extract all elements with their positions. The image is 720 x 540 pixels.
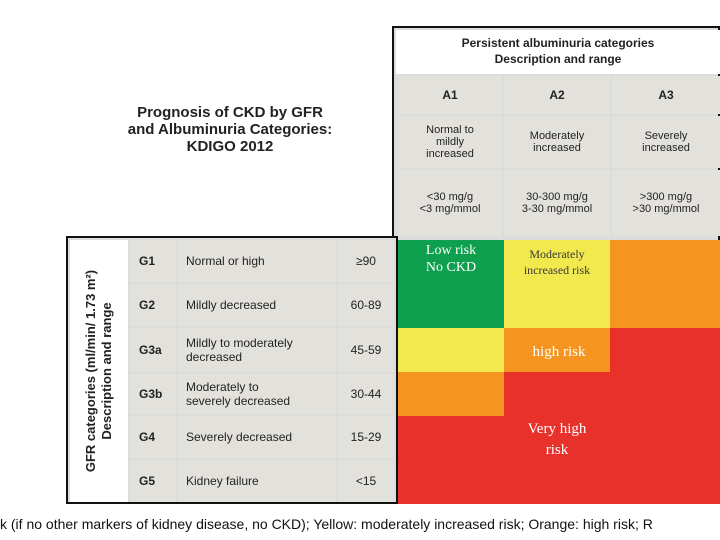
range-a1-line-1: <30 mg/g	[426, 191, 474, 203]
title-line-3: KDIGO 2012	[186, 138, 274, 155]
albuminuria-desc-a1: Normal to mildly increased	[398, 116, 502, 168]
albuminuria-code-a1: A1	[398, 76, 502, 114]
gfr-code-g5: G5	[130, 460, 176, 502]
gfr-desc-g3a: Mildly to moderately decreased	[178, 328, 336, 372]
range-a2-line-1: 30-300 mg/g	[526, 191, 588, 203]
low-risk-line-2: No CKD	[425, 260, 477, 275]
very-high-risk-line-1: Very high	[527, 421, 587, 437]
gfr-desc-g5: Kidney failure	[178, 460, 336, 502]
gfr-range-g3b: 30-44	[338, 374, 394, 414]
risk-cell	[398, 372, 504, 416]
gfr-desc-g4: Severely decreased	[178, 416, 336, 458]
moderate-risk-line-2: increased risk	[523, 263, 591, 277]
gfr-axis-line-2: Description and range	[99, 302, 114, 440]
gfr-range-g3a: 45-59	[338, 328, 394, 372]
gfr-axis-label: GFR categories (ml/min/ 1.73 m²) Descrip…	[83, 241, 115, 501]
albuminuria-title-line-2: Description and range	[494, 52, 622, 66]
desc-a2-line-1: Moderately	[529, 130, 585, 142]
risk-cell	[504, 284, 610, 328]
moderate-risk-label: Moderately increased risk	[504, 246, 610, 278]
risk-cell	[398, 328, 504, 372]
gfr-range-g4: 15-29	[338, 416, 394, 458]
gfr-desc-g3b: Moderately to severely decreased	[178, 374, 336, 414]
very-high-risk-label: Very high risk	[504, 419, 610, 461]
gfr-axis-line-1: GFR categories (ml/min/ 1.73 m²)	[83, 269, 98, 473]
risk-cell	[610, 328, 720, 372]
gfr-axis-label-box	[70, 240, 128, 502]
risk-cell	[504, 460, 610, 504]
risk-cell	[610, 240, 720, 284]
risk-cell	[398, 284, 504, 328]
albuminuria-header-title: Persistent albuminuria categories Descri…	[396, 30, 720, 74]
desc-a3-line-2: increased	[642, 142, 690, 154]
desc-g1-line-1: Normal or high	[186, 254, 265, 268]
high-risk-label: high risk	[532, 344, 586, 360]
risk-cell	[610, 416, 720, 460]
title-line-2: and Albuminuria Categories:	[127, 121, 333, 138]
albuminuria-desc-a3: Severely increased	[612, 116, 720, 168]
gfr-code-g3b: G3b	[130, 374, 176, 414]
range-a1-line-2: <3 mg/mmol	[419, 203, 481, 215]
desc-a3-line-1: Severely	[644, 130, 688, 142]
albuminuria-code-a2: A2	[504, 76, 610, 114]
desc-a2-line-2: increased	[533, 142, 581, 154]
range-a2-line-2: 3-30 mg/mmol	[521, 203, 593, 215]
very-high-risk-line-2: risk	[545, 442, 569, 458]
low-risk-label: Low risk No CKD	[398, 242, 504, 276]
desc-g3b-line-2: severely decreased	[186, 394, 291, 408]
desc-a1-line-2: mildly	[435, 136, 465, 148]
title-line-1: Prognosis of CKD by GFR	[137, 104, 323, 121]
gfr-code-g4: G4	[130, 416, 176, 458]
gfr-code-g3a: G3a	[130, 328, 176, 372]
risk-cell	[504, 240, 610, 284]
risk-cell	[610, 284, 720, 328]
risk-cell	[504, 372, 610, 416]
desc-g3a-line-1: Mildly to moderately	[186, 336, 293, 350]
risk-cell	[610, 372, 720, 416]
desc-g2-line-1: Mildly decreased	[186, 298, 277, 312]
desc-a1-line-1: Normal to	[426, 124, 474, 136]
desc-g3b-line-1: Moderately to	[186, 380, 259, 394]
risk-cell	[504, 328, 610, 372]
gfr-code-g2: G2	[130, 284, 176, 326]
albuminuria-range-a2: 30-300 mg/g 3-30 mg/mmol	[504, 170, 610, 236]
low-risk-line-1: Low risk	[425, 243, 477, 258]
gfr-range-g2: 60-89	[338, 284, 394, 326]
legend-caption: k (if no other markers of kidney disease…	[0, 516, 653, 532]
risk-cell	[398, 460, 504, 504]
risk-cell	[398, 240, 504, 284]
chart-title: Prognosis of CKD by GFR and Albuminuria …	[110, 104, 350, 155]
albuminuria-code-a3: A3	[612, 76, 720, 114]
risk-cell	[610, 460, 720, 504]
risk-cell	[504, 416, 610, 460]
gfr-range-g5: <15	[338, 460, 394, 502]
albuminuria-desc-a2: Moderately increased	[504, 116, 610, 168]
range-a3-line-1: >300 mg/g	[639, 191, 693, 203]
desc-g3a-line-2: decreased	[186, 350, 243, 364]
gfr-code-g1: G1	[130, 240, 176, 282]
risk-cell	[398, 416, 504, 460]
moderate-risk-line-1: Moderately	[529, 247, 585, 261]
desc-a1-line-3: increased	[426, 148, 474, 160]
albuminuria-range-a3: >300 mg/g >30 mg/mmol	[612, 170, 720, 236]
gfr-desc-g1: Normal or high	[178, 240, 336, 282]
gfr-range-g1: ≥90	[338, 240, 394, 282]
albuminuria-range-a1: <30 mg/g <3 mg/mmol	[398, 170, 502, 236]
desc-g5-line-1: Kidney failure	[186, 474, 259, 488]
albuminuria-title-line-1: Persistent albuminuria categories	[461, 36, 655, 50]
gfr-desc-g2: Mildly decreased	[178, 284, 336, 326]
desc-g4-line-1: Severely decreased	[186, 430, 293, 444]
range-a3-line-2: >30 mg/mmol	[632, 203, 700, 215]
